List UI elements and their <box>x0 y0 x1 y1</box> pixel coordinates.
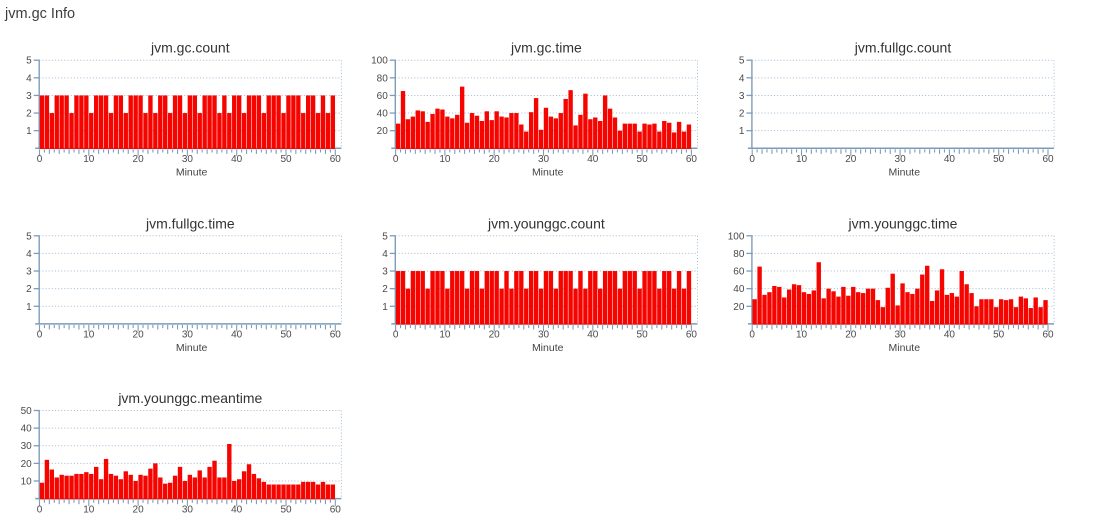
svg-text:20: 20 <box>133 504 145 515</box>
svg-text:jvm.fullgc.time: jvm.fullgc.time <box>145 215 235 231</box>
svg-text:30: 30 <box>538 330 550 341</box>
svg-text:0: 0 <box>749 154 755 165</box>
svg-text:jvm.younggc.time: jvm.younggc.time <box>848 215 958 231</box>
svg-text:30: 30 <box>895 330 907 341</box>
svg-text:10: 10 <box>83 154 95 165</box>
svg-text:Minute: Minute <box>889 166 921 178</box>
svg-text:50: 50 <box>21 406 33 417</box>
svg-text:0: 0 <box>37 154 43 165</box>
svg-text:10: 10 <box>439 330 451 341</box>
svg-text:10: 10 <box>439 154 451 165</box>
svg-text:40: 40 <box>231 330 243 341</box>
svg-text:Minute: Minute <box>532 166 564 178</box>
svg-text:20: 20 <box>133 154 145 165</box>
svg-text:50: 50 <box>993 330 1005 341</box>
svg-text:3: 3 <box>382 267 388 278</box>
svg-text:30: 30 <box>182 504 194 515</box>
svg-text:60: 60 <box>377 91 389 102</box>
svg-text:jvm.gc Info: jvm.gc Info <box>4 6 75 22</box>
svg-text:Minute: Minute <box>532 342 564 354</box>
svg-text:30: 30 <box>182 154 194 165</box>
svg-text:20: 20 <box>845 154 857 165</box>
svg-text:100: 100 <box>728 231 745 242</box>
svg-text:50: 50 <box>993 154 1005 165</box>
svg-text:5: 5 <box>26 56 32 67</box>
svg-text:0: 0 <box>37 330 43 341</box>
svg-text:60: 60 <box>1042 330 1054 341</box>
svg-text:0: 0 <box>37 504 43 515</box>
svg-text:Minute: Minute <box>176 342 208 354</box>
svg-text:3: 3 <box>26 91 32 102</box>
svg-text:30: 30 <box>538 154 550 165</box>
svg-text:40: 40 <box>587 154 599 165</box>
svg-text:50: 50 <box>637 330 649 341</box>
svg-text:60: 60 <box>330 330 342 341</box>
svg-text:60: 60 <box>330 504 342 515</box>
svg-text:3: 3 <box>739 91 745 102</box>
svg-text:0: 0 <box>749 330 755 341</box>
svg-text:10: 10 <box>83 504 95 515</box>
svg-text:0: 0 <box>393 154 399 165</box>
svg-text:4: 4 <box>739 73 745 84</box>
svg-text:40: 40 <box>944 330 956 341</box>
svg-text:jvm.gc.count: jvm.gc.count <box>150 40 230 56</box>
svg-text:50: 50 <box>280 504 292 515</box>
svg-text:60: 60 <box>330 154 342 165</box>
svg-text:jvm.younggc.count: jvm.younggc.count <box>487 215 605 231</box>
svg-text:jvm.younggc.meantime: jvm.younggc.meantime <box>117 390 262 406</box>
svg-text:4: 4 <box>382 249 388 260</box>
svg-text:5: 5 <box>26 231 32 242</box>
svg-text:1: 1 <box>26 126 32 137</box>
svg-text:40: 40 <box>733 284 745 295</box>
svg-text:50: 50 <box>280 330 292 341</box>
svg-text:2: 2 <box>739 109 745 120</box>
svg-text:3: 3 <box>26 267 32 278</box>
svg-text:4: 4 <box>26 249 32 260</box>
svg-text:30: 30 <box>21 441 33 452</box>
svg-text:80: 80 <box>733 249 745 260</box>
svg-text:40: 40 <box>587 330 599 341</box>
svg-text:Minute: Minute <box>176 166 208 178</box>
svg-text:30: 30 <box>895 154 907 165</box>
svg-text:60: 60 <box>686 154 698 165</box>
svg-text:50: 50 <box>637 154 649 165</box>
svg-text:60: 60 <box>686 330 698 341</box>
svg-text:2: 2 <box>26 284 32 295</box>
svg-text:20: 20 <box>133 330 145 341</box>
svg-text:10: 10 <box>83 330 95 341</box>
svg-text:0: 0 <box>393 330 399 341</box>
svg-text:20: 20 <box>489 154 501 165</box>
svg-text:5: 5 <box>382 231 388 242</box>
svg-text:50: 50 <box>280 154 292 165</box>
svg-text:10: 10 <box>796 330 808 341</box>
svg-text:2: 2 <box>382 284 388 295</box>
svg-text:20: 20 <box>733 302 745 313</box>
svg-text:10: 10 <box>21 476 33 487</box>
svg-text:20: 20 <box>489 330 501 341</box>
svg-text:20: 20 <box>377 126 389 137</box>
svg-text:jvm.fullgc.count: jvm.fullgc.count <box>854 40 952 56</box>
svg-text:40: 40 <box>377 109 389 120</box>
svg-text:5: 5 <box>739 56 745 67</box>
svg-text:2: 2 <box>26 109 32 120</box>
svg-text:20: 20 <box>21 459 33 470</box>
svg-text:4: 4 <box>26 73 32 84</box>
svg-text:1: 1 <box>739 126 745 137</box>
svg-text:40: 40 <box>944 154 956 165</box>
svg-text:10: 10 <box>796 154 808 165</box>
svg-text:60: 60 <box>733 267 745 278</box>
svg-text:40: 40 <box>231 504 243 515</box>
svg-text:jvm.gc.time: jvm.gc.time <box>510 40 582 56</box>
svg-text:80: 80 <box>377 73 389 84</box>
svg-text:1: 1 <box>382 302 388 313</box>
svg-text:30: 30 <box>182 330 194 341</box>
svg-text:100: 100 <box>371 56 388 67</box>
svg-text:Minute: Minute <box>889 342 921 354</box>
svg-text:40: 40 <box>21 424 33 435</box>
svg-text:20: 20 <box>845 330 857 341</box>
svg-text:1: 1 <box>26 302 32 313</box>
svg-text:40: 40 <box>231 154 243 165</box>
svg-text:60: 60 <box>1042 154 1054 165</box>
